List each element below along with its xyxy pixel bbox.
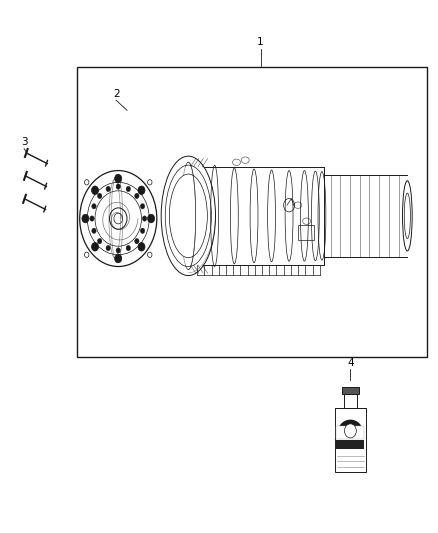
- Ellipse shape: [142, 216, 147, 221]
- Ellipse shape: [98, 193, 102, 199]
- Bar: [298, 225, 314, 240]
- Ellipse shape: [134, 238, 139, 244]
- Ellipse shape: [126, 187, 131, 192]
- Ellipse shape: [126, 245, 131, 251]
- Text: 3: 3: [21, 136, 28, 147]
- Ellipse shape: [138, 243, 145, 251]
- Ellipse shape: [90, 216, 94, 221]
- Bar: [77, 67, 427, 357]
- Ellipse shape: [116, 184, 120, 189]
- Text: 1: 1: [257, 37, 264, 47]
- Text: 4: 4: [347, 358, 354, 368]
- Ellipse shape: [92, 204, 96, 209]
- Ellipse shape: [134, 193, 139, 199]
- Ellipse shape: [106, 187, 110, 192]
- Ellipse shape: [98, 238, 102, 244]
- Polygon shape: [339, 432, 362, 435]
- Bar: [336, 426, 364, 439]
- Bar: [336, 440, 364, 449]
- Ellipse shape: [140, 228, 145, 233]
- Polygon shape: [339, 421, 362, 432]
- Ellipse shape: [161, 156, 215, 276]
- Bar: [335, 408, 366, 472]
- Ellipse shape: [92, 243, 99, 251]
- Ellipse shape: [138, 186, 145, 195]
- Ellipse shape: [115, 254, 122, 263]
- Bar: [342, 387, 359, 394]
- Ellipse shape: [80, 171, 157, 266]
- Ellipse shape: [140, 204, 145, 209]
- Ellipse shape: [92, 186, 99, 195]
- Ellipse shape: [115, 174, 122, 183]
- Ellipse shape: [148, 214, 155, 223]
- Ellipse shape: [344, 424, 357, 438]
- Ellipse shape: [403, 181, 412, 251]
- Ellipse shape: [82, 214, 89, 223]
- Bar: [344, 394, 357, 408]
- Text: 2: 2: [113, 88, 120, 99]
- Ellipse shape: [106, 245, 110, 251]
- Ellipse shape: [116, 248, 120, 253]
- Ellipse shape: [92, 228, 96, 233]
